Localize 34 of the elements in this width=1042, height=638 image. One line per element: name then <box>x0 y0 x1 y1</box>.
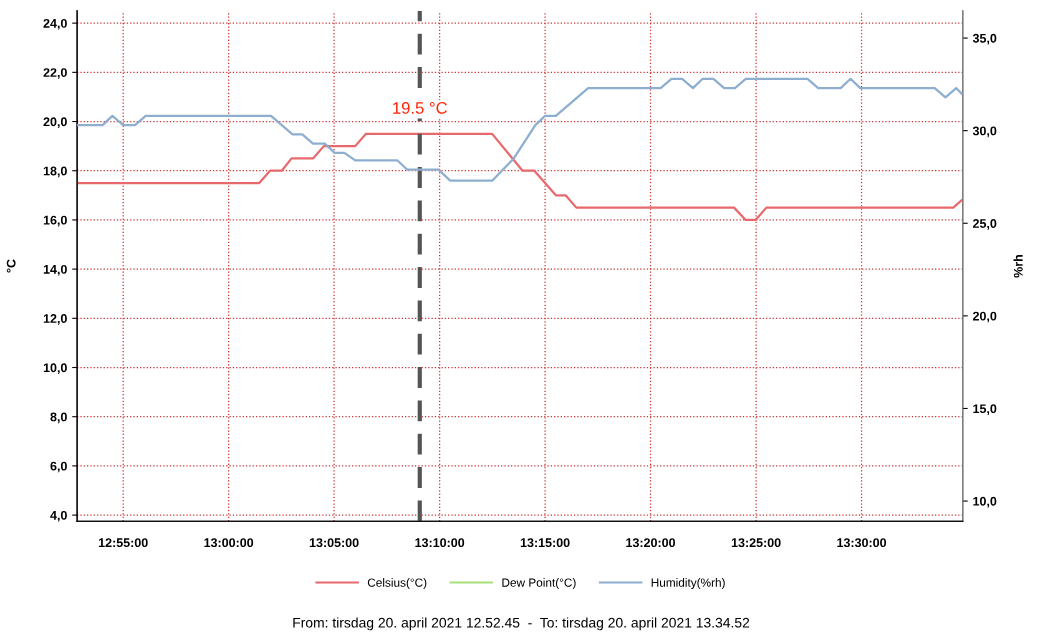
x-tick-label: 13:20:00 <box>626 538 676 548</box>
y-tick-label: 14,0 <box>43 264 67 276</box>
y-tick-label: 4,0 <box>50 510 67 522</box>
legend-label: Humidity(%rh) <box>651 578 725 590</box>
annotation: 19.5 °C <box>393 102 448 114</box>
y2-tick-label: 15,0 <box>973 404 997 415</box>
x-tick-label: 12:55:00 <box>98 538 148 548</box>
y-axis-title: °C <box>6 259 16 273</box>
line-series <box>77 77 963 182</box>
x-tick-label: 13:05:00 <box>309 538 359 548</box>
x-tick-label: 13:25:00 <box>731 538 781 548</box>
y-tick-label: 12,0 <box>43 314 67 325</box>
x-tick-label: 13:15:00 <box>520 538 570 548</box>
y-tick-label: 16,0 <box>43 215 67 227</box>
legend-label: Dew Point(°C) <box>502 578 576 590</box>
y-tick-label: 8,0 <box>50 412 67 424</box>
text: From: tirsdag 20. april 2021 12.52.45 - To: tirsdag 20. april 2021 13.34.52 <box>293 617 750 631</box>
y-tick-label: 22,0 <box>43 68 67 79</box>
x-tick-label: 13:10:00 <box>415 538 465 548</box>
x-tick-label: 13:00:00 <box>204 538 254 548</box>
y-tick-label: 6,0 <box>50 461 67 473</box>
x-tick-label: 13:30:00 <box>837 538 887 548</box>
y2-tick-label: 30,0 <box>972 126 997 138</box>
y2-tick-label: 20,0 <box>972 311 997 323</box>
line-series <box>77 132 963 222</box>
y-tick-label: 20,0 <box>43 117 67 128</box>
y2-tick-label: 35,0 <box>972 33 997 45</box>
legend-label: Celsius(°C) <box>367 578 427 590</box>
y-tick-label: 24,0 <box>43 18 67 30</box>
y2-tick-label: 10,0 <box>973 496 997 508</box>
y2-tick-label: 25,0 <box>972 219 997 230</box>
y-tick-label: 18,0 <box>43 166 67 178</box>
y2-axis-title: %rh <box>1013 255 1023 278</box>
y-tick-label: 10,0 <box>43 363 67 374</box>
